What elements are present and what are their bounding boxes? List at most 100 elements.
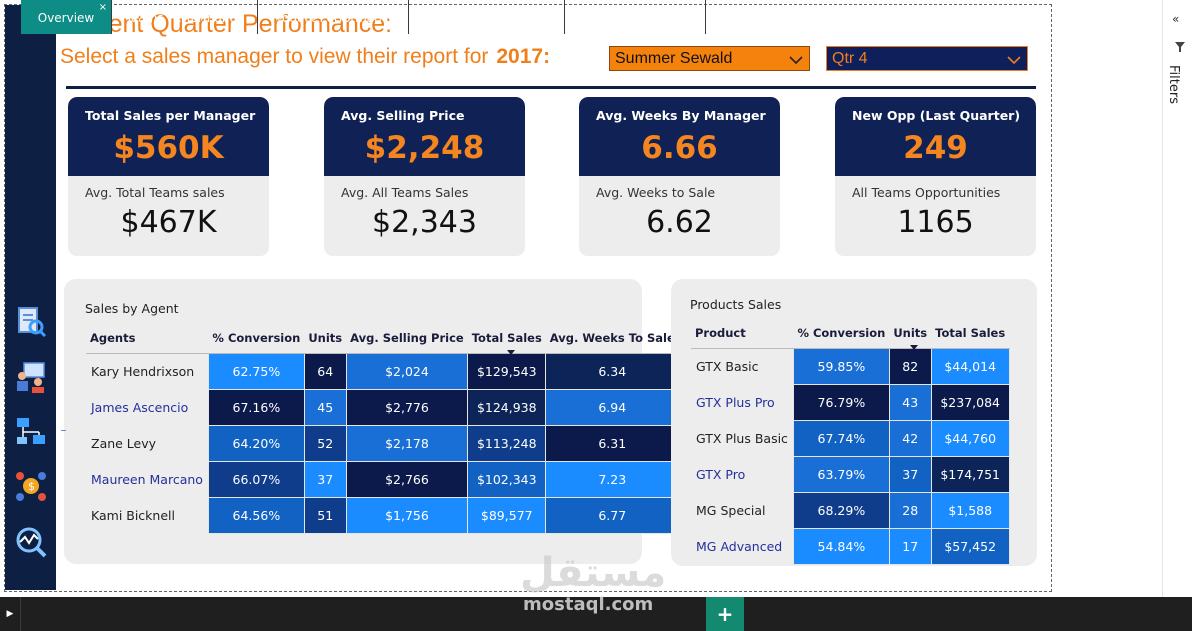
- column-header[interactable]: % Conversion: [208, 323, 305, 354]
- tab-total-sales-analysis[interactable]: Total Sales Analysis: [565, 0, 706, 34]
- column-header[interactable]: Total Sales: [467, 323, 546, 355]
- chevron-down-icon: [1007, 56, 1021, 65]
- tab-scroll-icon[interactable]: ▶: [0, 597, 21, 631]
- column-header[interactable]: Avg. Selling Price: [346, 323, 468, 354]
- table-cell: $237,084: [930, 384, 1010, 421]
- watermark-latin: mostaql.com: [523, 594, 654, 615]
- column-header[interactable]: Product: [691, 318, 794, 349]
- kpi-card-avg-weeks[interactable]: Avg. Weeks By Manager 6.66 Avg. Weeks to …: [579, 97, 780, 256]
- chevron-down-icon: [789, 56, 803, 65]
- table-cell: $44,014: [930, 348, 1010, 385]
- filters-label[interactable]: Filters: [1166, 65, 1181, 104]
- table-row[interactable]: Zane Levy 64.20% 52 $2,178 $113,248 6.31: [86, 425, 680, 462]
- table-cell: 6.34: [545, 353, 680, 390]
- table-cell: 63.79%: [792, 456, 890, 493]
- table-row[interactable]: MG Special 68.29% 28 $1,588: [691, 492, 1010, 529]
- tab-overview[interactable]: Overview ×: [21, 0, 112, 34]
- sales-by-agent-table: Agents% Conversion Units Avg. Selling Pric…: [86, 323, 680, 534]
- collapse-icon[interactable]: «: [1172, 12, 1180, 26]
- table-cell: 45: [303, 389, 347, 426]
- column-header[interactable]: Avg. Weeks To Sale: [545, 323, 679, 354]
- kpi-sub-value: $467K: [120, 205, 217, 240]
- manager-dropdown[interactable]: Summer Sewald: [609, 46, 810, 71]
- kpi-sub-label: Avg. All Teams Sales: [341, 185, 469, 200]
- table-row[interactable]: GTX Plus Basic 67.74% 42 $44,760: [691, 420, 1010, 457]
- tab-label: Teams Performance: [125, 11, 244, 25]
- table-cell: $2,776: [345, 389, 469, 426]
- row-label[interactable]: MG Advanced: [696, 539, 783, 554]
- people-money-icon[interactable]: $: [14, 469, 48, 503]
- table-row[interactable]: GTX Basic 59.85% 82 $44,014: [691, 348, 1010, 385]
- table-cell: 6.31: [545, 425, 680, 462]
- tab-teams-performance[interactable]: Teams Performance: [112, 0, 258, 34]
- row-label[interactable]: Zane Levy: [91, 436, 157, 451]
- kpi-sub-label: Avg. Weeks to Sale: [596, 185, 716, 200]
- tab-account-performance[interactable]: Account Performance: [409, 0, 565, 34]
- kpi-card-new-opp[interactable]: New Opp (Last Quarter) 249 All Teams Oppo…: [835, 97, 1036, 256]
- kpi-card-total-sales[interactable]: Total Sales per Manager $560K Avg. Total …: [68, 97, 269, 256]
- table-cell: 67.74%: [792, 420, 890, 457]
- table-cell: 62.75%: [207, 353, 305, 390]
- table-cell: 7.23: [545, 461, 680, 498]
- table-cell: $174,751: [930, 456, 1010, 493]
- filters-pane[interactable]: [1162, 0, 1192, 597]
- table-cell: 37: [303, 461, 347, 498]
- column-header[interactable]: Units: [889, 318, 932, 350]
- kpi-value: $2,248: [364, 130, 485, 166]
- kpi-sub-value: 1165: [897, 205, 974, 240]
- add-page-button[interactable]: +: [706, 597, 744, 631]
- report-search-icon[interactable]: [14, 305, 48, 339]
- products-sales-table: Product% Conversion Units Total Sales GTX …: [691, 318, 1010, 565]
- table-cell: $2,766: [345, 461, 469, 498]
- tab-product-performance[interactable]: Product Performance: [258, 0, 409, 34]
- column-header[interactable]: Agents: [86, 323, 209, 354]
- row-label[interactable]: GTX Plus Basic: [696, 431, 788, 446]
- table-cell: 64.56%: [207, 497, 305, 534]
- filter-icon[interactable]: [1175, 42, 1185, 52]
- row-label[interactable]: Kami Bicknell: [91, 508, 175, 523]
- row-label[interactable]: MG Special: [696, 503, 766, 518]
- table-cell: 6.94: [545, 389, 680, 426]
- kpi-value: 6.66: [641, 130, 718, 166]
- kpi-title: Avg. Selling Price: [341, 108, 465, 123]
- close-icon[interactable]: ×: [98, 2, 107, 13]
- table-cell: 64: [303, 353, 347, 390]
- table-cell: 17: [888, 528, 932, 565]
- table-cell: 28: [888, 492, 932, 529]
- row-label[interactable]: GTX Plus Pro: [696, 395, 775, 410]
- kpi-title: New Opp (Last Quarter): [852, 108, 1021, 123]
- table-cell: 76.79%: [792, 384, 890, 421]
- report-year: 2017:: [496, 45, 551, 68]
- sales-by-agent-title: Sales by Agent: [85, 301, 179, 316]
- column-header[interactable]: % Conversion: [793, 318, 890, 349]
- row-label[interactable]: Maureen Marcano: [91, 472, 203, 487]
- svg-text:$: $: [28, 480, 35, 493]
- kpi-title: Avg. Weeks By Manager: [596, 108, 766, 123]
- column-header[interactable]: Total Sales: [931, 318, 1010, 349]
- quarter-dropdown[interactable]: Qtr 4: [826, 46, 1028, 71]
- table-row[interactable]: MG Advanced 54.84% 17 $57,452: [691, 528, 1010, 565]
- table-row[interactable]: Maureen Marcano 66.07% 37 $2,766 $102,343 7.2…: [86, 461, 680, 498]
- row-label[interactable]: James Ascencio: [91, 400, 189, 415]
- sort-descending-icon: [910, 345, 919, 350]
- table-cell: 51: [303, 497, 347, 534]
- table-cell: $44,760: [930, 420, 1010, 457]
- kpi-card-avg-selling-price[interactable]: Avg. Selling Price $2,248 Avg. All Teams …: [324, 97, 525, 256]
- table-cell: 54.84%: [792, 528, 890, 565]
- table-cell: 43: [888, 384, 932, 421]
- page-subtitle: Select a sales manager to view their rep…: [60, 45, 550, 69]
- table-row[interactable]: Kami Bicknell 64.56% 51 $1,756 $89,577 6.77: [86, 497, 680, 534]
- table-cell: $113,248: [467, 425, 547, 462]
- table-row[interactable]: GTX Plus Pro 76.79% 43 $237,084: [691, 384, 1010, 421]
- table-row[interactable]: Kary Hendrixson 62.75% 64 $2,024 $129,543 6.3…: [86, 353, 680, 390]
- team-presentation-icon[interactable]: [14, 360, 48, 394]
- row-label[interactable]: GTX Basic: [696, 359, 759, 375]
- table-row[interactable]: James Ascencio 67.16% 45 $2,776 $124,938 6.94: [86, 389, 680, 426]
- row-label[interactable]: Kary Hendrixson: [91, 364, 195, 380]
- column-header[interactable]: Units: [304, 323, 347, 354]
- table-row[interactable]: GTX Pro 63.79% 37 $174,751: [691, 456, 1010, 493]
- table-cell: $102,343: [467, 461, 547, 498]
- analytics-search-icon[interactable]: [14, 525, 48, 559]
- network-computers-icon[interactable]: [14, 415, 48, 449]
- row-label[interactable]: GTX Pro: [696, 467, 746, 482]
